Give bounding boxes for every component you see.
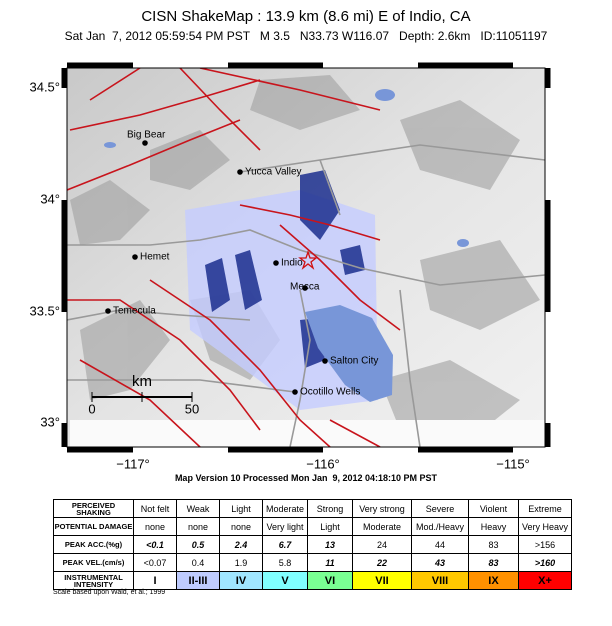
legend-cell: 83	[468, 553, 519, 572]
legend-cell: VII	[352, 571, 412, 590]
legend-cell: Moderate	[262, 499, 308, 518]
legend-cell: none	[176, 517, 220, 536]
legend-cell: X+	[518, 571, 572, 590]
legend-row: POTENTIAL DAMAGE none none none Very light Li…	[53, 517, 572, 536]
legend-cell: 44	[411, 535, 469, 554]
epicenter	[298, 249, 318, 270]
salton-sea	[305, 305, 393, 402]
legend-row-header: PEAK VEL.(cm/s)	[53, 553, 134, 572]
map-body	[67, 68, 545, 447]
lon-label: −117°	[116, 456, 150, 471]
legend-cell: none	[219, 517, 263, 536]
lat-label: 33.5°	[29, 303, 60, 318]
city-dot	[322, 358, 328, 364]
legend-cell: 6.7	[262, 535, 308, 554]
legend-cell: Severe	[411, 499, 469, 518]
city-label: Indio	[281, 258, 303, 269]
legend-cell: VI	[307, 571, 353, 590]
legend-cell: 43	[411, 553, 469, 572]
legend-cell: none	[133, 517, 177, 536]
legend-row-header: PEAK ACC.(%g)	[53, 535, 134, 554]
city-label: Salton City	[330, 356, 378, 367]
scale-start: 0	[88, 401, 95, 416]
legend-cell: 0.4	[176, 553, 220, 572]
scale-unit: km	[132, 373, 152, 390]
legend-cell: Extreme	[518, 499, 572, 518]
frame-ticks	[61, 62, 551, 453]
legend-cell: II-III	[176, 571, 220, 590]
city-dot	[142, 140, 148, 146]
city-dot	[105, 308, 111, 314]
legend-note: Scale based upon Wald, et al.; 1999	[53, 589, 166, 596]
legend-cell: 22	[352, 553, 412, 572]
lakes	[104, 89, 469, 247]
city-dot	[302, 285, 308, 291]
faults	[67, 68, 401, 447]
city-label: Big Bear	[127, 130, 166, 141]
city-dot	[132, 254, 138, 260]
title: CISN ShakeMap : 13.9 km (8.6 mi) E of In…	[141, 8, 471, 25]
city-label: Ocotillo Wells	[300, 387, 360, 398]
legend-cell: Light	[219, 499, 263, 518]
city-label: Hemet	[140, 252, 170, 263]
city-label: Mecca	[290, 282, 320, 293]
map-frame	[66, 67, 546, 448]
lon-label: −115°	[496, 456, 530, 471]
legend-cell: 0.5	[176, 535, 220, 554]
legend-row: PEAK VEL.(cm/s) <0.07 0.4 1.9 5.8 11 22 43 83 >16…	[53, 553, 572, 572]
legend-row-header: INSTRUMENTAL INTENSITY	[53, 571, 134, 590]
legend-cell: Strong	[307, 499, 353, 518]
legend-cell: Light	[307, 517, 353, 536]
legend-cell: Not felt	[133, 499, 177, 518]
legend-cell: Very strong	[352, 499, 412, 518]
legend-cell: >160	[518, 553, 572, 572]
intensity-highs	[205, 170, 365, 368]
lat-label: 34.5°	[29, 79, 60, 94]
legend-cell: >156	[518, 535, 572, 554]
legend-cell: Weak	[176, 499, 220, 518]
legend-cell: 13	[307, 535, 353, 554]
legend-cell: IV	[219, 571, 263, 590]
legend-cell: 24	[352, 535, 412, 554]
subtitle: Sat Jan 7, 2012 05:59:54 PM PST M 3.5 N3…	[64, 29, 548, 43]
scale-end: 50	[185, 401, 199, 416]
legend-row: PEAK ACC.(%g) <0.1 0.5 2.4 6.7 13 24 44 83 >156	[53, 535, 572, 554]
city-label: Temecula	[113, 306, 156, 317]
legend-cell: Very light	[262, 517, 308, 536]
city-label: Yucca Valley	[245, 167, 302, 178]
legend-cell: 5.8	[262, 553, 308, 572]
map: km 0 50 34.5° 34° 33.5° 33° −117° −116° −115° B…	[29, 62, 551, 471]
legend-cell: 1.9	[219, 553, 263, 572]
footer: Map Version 10 Processed Mon Jan 9, 2012…	[174, 473, 438, 483]
lat-label: 33°	[40, 414, 60, 429]
city-dot	[273, 260, 279, 266]
legend-cell: Mod./Heavy	[411, 517, 469, 536]
city-dot	[237, 169, 243, 175]
legend-cell: Very Heavy	[518, 517, 572, 536]
legend-row: INSTRUMENTAL INTENSITY I II-III IV V VI VII VII…	[53, 571, 572, 590]
legend-cell: IX	[468, 571, 519, 590]
legend-cell: I	[133, 571, 177, 590]
legend-cell: Heavy	[468, 517, 519, 536]
legend-cell: Violent	[468, 499, 519, 518]
roads	[67, 144, 545, 447]
legend-cell: Moderate	[352, 517, 412, 536]
lat-label: 34°	[40, 191, 60, 206]
legend-row-header: POTENTIAL DAMAGE	[53, 517, 134, 536]
legend-cell: VIII	[411, 571, 469, 590]
legend-cell: <0.1	[133, 535, 177, 554]
legend-row: PERCEIVED SHAKING Not felt Weak Light Modera…	[53, 499, 572, 518]
lowland	[70, 420, 545, 447]
scale-bar: km 0 50	[88, 373, 199, 416]
lon-label: −116°	[306, 456, 340, 471]
legend-cell: V	[262, 571, 308, 590]
legend-table: PERCEIVED SHAKING Not felt Weak Light Modera…	[53, 499, 572, 590]
legend-cell: 11	[307, 553, 353, 572]
legend-row-header: PERCEIVED SHAKING	[53, 499, 134, 518]
legend-cell: <0.07	[133, 553, 177, 572]
legend-cell: 83	[468, 535, 519, 554]
legend-cell: 2.4	[219, 535, 263, 554]
city-dot	[292, 389, 298, 395]
